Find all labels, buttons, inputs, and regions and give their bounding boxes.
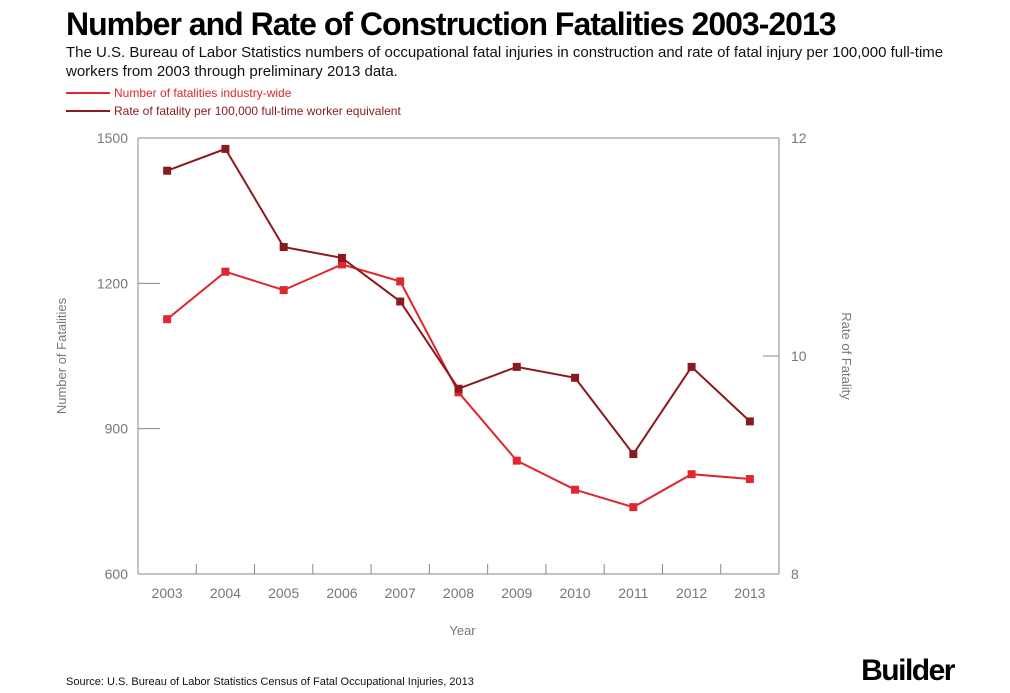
legend-label-rate: Rate of fatality per 100,000 full-time w… xyxy=(114,104,401,118)
data-point-rate xyxy=(396,297,405,306)
data-point-rate xyxy=(337,253,346,262)
data-point-fatalities xyxy=(337,260,346,269)
data-point-rate xyxy=(571,373,580,382)
data-point-fatalities xyxy=(571,485,580,494)
y-tick-label-left: 900 xyxy=(105,421,129,437)
x-tick-label: 2011 xyxy=(618,585,648,601)
x-tick-label: 2005 xyxy=(268,585,299,601)
x-tick-label: 2003 xyxy=(152,585,183,601)
y-tick-label-right: 8 xyxy=(791,566,799,582)
legend-swatch-fatalities xyxy=(66,92,110,94)
legend-label-fatalities: Number of fatalities industry-wide xyxy=(114,86,292,100)
x-axis-title: Year xyxy=(449,623,476,638)
builder-logo: Builder xyxy=(861,654,955,687)
data-point-rate xyxy=(454,384,463,393)
y-tick-label-right: 10 xyxy=(791,348,807,364)
y-tick-label-left: 1200 xyxy=(97,275,128,291)
series-line-rate xyxy=(166,147,751,456)
data-point-rate xyxy=(221,144,230,153)
data-point-rate xyxy=(687,362,696,371)
x-tick-label: 2013 xyxy=(734,585,765,601)
data-point-rate xyxy=(745,417,754,426)
data-point-fatalities xyxy=(687,470,696,479)
data-point-fatalities xyxy=(512,456,521,465)
x-tick-label: 2004 xyxy=(210,585,241,601)
data-point-fatalities xyxy=(221,267,230,276)
source-note: Source: U.S. Bureau of Labor Statistics … xyxy=(66,676,474,688)
data-point-fatalities xyxy=(279,286,288,295)
x-tick-label: 2006 xyxy=(326,585,357,601)
y-tick-label-right: 12 xyxy=(791,130,807,146)
data-point-fatalities xyxy=(745,475,754,484)
data-point-rate xyxy=(629,450,638,459)
data-point-rate xyxy=(512,362,521,371)
x-tick-label: 2007 xyxy=(385,585,416,601)
legend-item-rate: Rate of fatality per 100,000 full-time w… xyxy=(66,102,401,120)
legend-swatch-rate xyxy=(66,110,110,112)
data-point-rate xyxy=(279,243,288,251)
data-point-fatalities xyxy=(629,503,638,512)
data-point-fatalities xyxy=(396,277,405,286)
data-point-fatalities xyxy=(163,315,172,324)
x-tick-label: 2008 xyxy=(443,585,474,601)
x-tick-label: 2009 xyxy=(501,585,532,601)
legend-item-fatalities: Number of fatalities industry-wide xyxy=(66,84,401,102)
legend: Number of fatalities industry-wide Rate … xyxy=(66,84,401,120)
y-tick-label-left: 1500 xyxy=(97,130,128,146)
data-point-rate xyxy=(163,166,172,175)
x-tick-label: 2012 xyxy=(676,585,707,601)
y-tick-label-left: 600 xyxy=(105,566,129,582)
chart-subtitle: The U.S. Bureau of Labor Statistics numb… xyxy=(66,44,944,80)
chart-title: Number and Rate of Construction Fataliti… xyxy=(66,6,837,42)
x-tick-label: 2010 xyxy=(559,585,590,601)
y-axis-title-right: Rate of Fatality xyxy=(839,312,854,400)
y-axis-title-left: Number of Fatalities xyxy=(54,297,69,414)
